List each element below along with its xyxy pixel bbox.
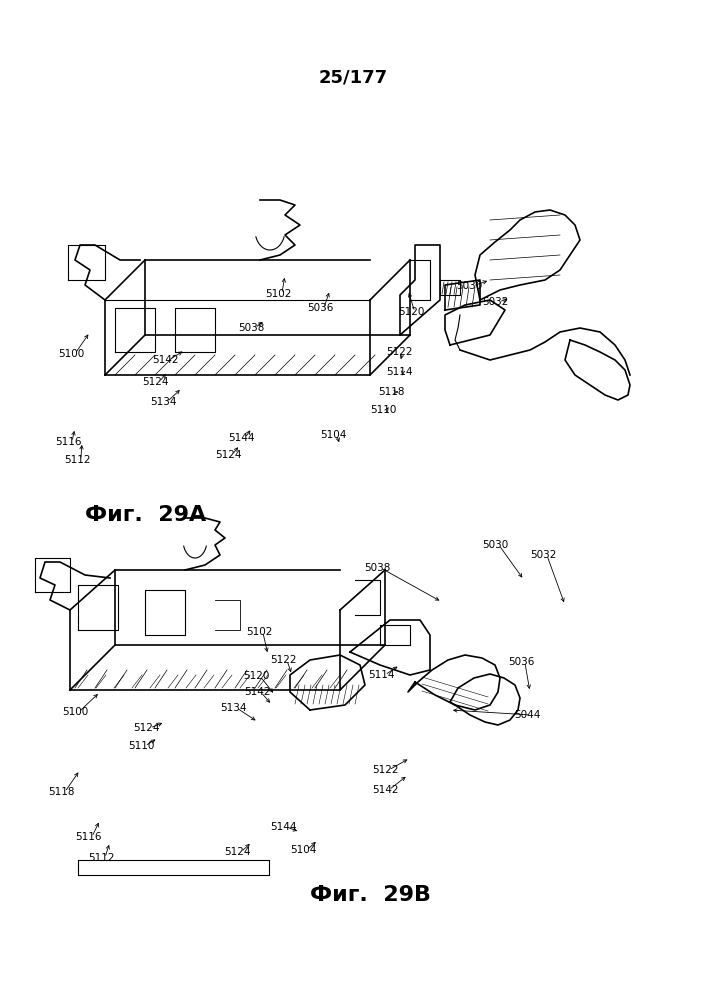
Text: 5120: 5120 — [243, 671, 269, 681]
Text: Фиг.  29A: Фиг. 29A — [85, 505, 206, 525]
Text: 5118: 5118 — [378, 387, 404, 397]
Text: 5038: 5038 — [364, 563, 390, 573]
Text: 5144: 5144 — [228, 433, 255, 443]
Text: 5124: 5124 — [142, 377, 168, 387]
Text: 5122: 5122 — [372, 765, 399, 775]
Text: 5116: 5116 — [75, 832, 102, 842]
Text: 5044: 5044 — [514, 710, 540, 720]
Text: 5122: 5122 — [270, 655, 296, 665]
Text: 5104: 5104 — [320, 430, 346, 440]
Text: 5038: 5038 — [238, 323, 264, 333]
Text: 5030: 5030 — [456, 281, 482, 291]
Text: 5102: 5102 — [246, 627, 272, 637]
Text: 5124: 5124 — [133, 723, 160, 733]
Text: 25/177: 25/177 — [319, 68, 388, 86]
Text: 5142: 5142 — [372, 785, 399, 795]
Text: 5112: 5112 — [88, 853, 115, 863]
Text: 5100: 5100 — [62, 707, 88, 717]
Text: 5114: 5114 — [368, 670, 395, 680]
Text: 5032: 5032 — [482, 297, 508, 307]
Text: 5116: 5116 — [55, 437, 81, 447]
Text: 5036: 5036 — [508, 657, 534, 667]
Text: 5112: 5112 — [64, 455, 90, 465]
Text: 5032: 5032 — [530, 550, 556, 560]
Text: 5134: 5134 — [150, 397, 177, 407]
Text: 5110: 5110 — [370, 405, 397, 415]
Text: 5120: 5120 — [398, 307, 424, 317]
Text: Фиг.  29B: Фиг. 29B — [310, 885, 431, 905]
Text: 5102: 5102 — [265, 289, 291, 299]
Text: 5110: 5110 — [128, 741, 154, 751]
Text: 5104: 5104 — [290, 845, 316, 855]
Text: 5100: 5100 — [58, 349, 84, 359]
Text: 5144: 5144 — [270, 822, 296, 832]
Text: 5142: 5142 — [152, 355, 178, 365]
Text: 5030: 5030 — [482, 540, 508, 550]
Text: 5124: 5124 — [215, 450, 242, 460]
Text: 5134: 5134 — [220, 703, 247, 713]
Text: 5122: 5122 — [386, 347, 412, 357]
Text: 5124: 5124 — [224, 847, 250, 857]
Text: 5036: 5036 — [307, 303, 334, 313]
Text: 5142: 5142 — [244, 687, 271, 697]
Text: 5114: 5114 — [386, 367, 412, 377]
Text: 5118: 5118 — [48, 787, 74, 797]
